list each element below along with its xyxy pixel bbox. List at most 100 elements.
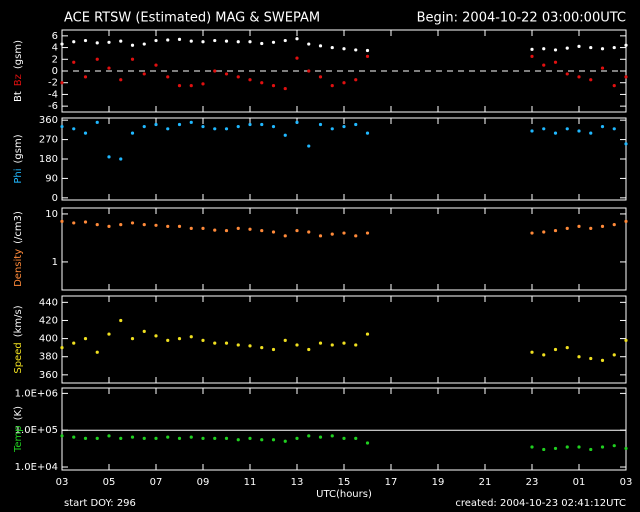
data-point: [295, 436, 299, 440]
data-point: [307, 347, 311, 352]
data-point: [72, 127, 76, 131]
panel-frame: [61, 117, 627, 201]
data-point: [318, 435, 323, 439]
data-point: [177, 84, 182, 88]
data-point: [142, 72, 146, 76]
data-point: [612, 84, 616, 88]
x-tick-label: 05: [103, 477, 116, 488]
data-point: [72, 60, 76, 64]
data-point: [142, 42, 146, 46]
y-axis-label: Density (/cm3): [13, 211, 24, 287]
data-point: [330, 127, 334, 131]
y-tick-label: 380: [39, 352, 58, 363]
x-tick-label: 11: [244, 477, 257, 488]
data-point: [612, 222, 616, 227]
created-time: created: 2004-10-23 02:41:12UTC: [455, 498, 626, 509]
data-point: [83, 336, 88, 341]
x-tick-label: 03: [620, 477, 633, 488]
data-point: [213, 127, 217, 131]
data-point: [83, 220, 88, 224]
data-point: [283, 439, 287, 443]
y-tick-label: 1.0E+06: [15, 388, 58, 399]
data-point: [283, 234, 287, 238]
data-point: [213, 341, 217, 345]
x-tick-label: 21: [479, 477, 492, 488]
data-point: [307, 434, 311, 438]
data-point: [365, 231, 370, 235]
data-point: [83, 75, 88, 79]
data-point: [142, 436, 146, 440]
data-point: [166, 75, 170, 79]
unit-label: (gsm): [13, 40, 24, 69]
data-point: [530, 129, 534, 133]
panel-frame: [61, 207, 627, 291]
data-point: [201, 82, 205, 86]
data-point: [600, 47, 605, 51]
y-tick-label: 6: [52, 31, 58, 42]
data-point: [142, 329, 146, 333]
data-point: [224, 72, 229, 76]
data-point: [542, 353, 546, 357]
data-point: [330, 434, 334, 438]
x-tick-label: 13: [291, 477, 304, 488]
data-point: [577, 445, 581, 449]
data-point: [130, 131, 135, 135]
data-point: [107, 66, 111, 70]
data-point: [189, 435, 193, 439]
x-tick-label: 07: [150, 477, 163, 488]
data-point: [119, 318, 123, 323]
data-point: [95, 222, 99, 227]
data-point: [565, 346, 569, 350]
data-point: [248, 227, 252, 231]
data-point: [283, 338, 287, 343]
data-point: [365, 54, 370, 58]
data-point: [154, 334, 158, 338]
unit-label: (K): [13, 406, 24, 420]
data-point: [271, 230, 276, 234]
data-point: [107, 224, 111, 229]
data-point: [236, 438, 240, 442]
data-point: [624, 338, 628, 343]
y-axis-label: Phi (gsm): [13, 134, 24, 183]
data-point: [318, 341, 323, 345]
data-point: [154, 436, 158, 440]
data-point: [342, 125, 346, 129]
data-point: [177, 224, 182, 229]
data-point: [224, 436, 229, 440]
x-tick-label: 19: [432, 477, 445, 488]
data-point: [295, 120, 299, 124]
data-point: [365, 48, 370, 53]
data-point: [189, 120, 193, 124]
data-point: [553, 131, 558, 135]
data-point: [565, 226, 569, 230]
data-point: [295, 56, 299, 60]
data-point: [107, 332, 111, 336]
data-point: [624, 43, 628, 47]
unit-label: (gsm): [13, 134, 24, 163]
data-point: [189, 335, 193, 339]
data-point: [201, 436, 205, 440]
data-point: [577, 355, 581, 359]
data-point: [248, 122, 252, 127]
data-point: [189, 84, 193, 88]
data-point: [166, 224, 170, 229]
data-point: [318, 122, 323, 127]
data-point: [342, 81, 346, 85]
data-point: [342, 47, 346, 51]
data-point: [542, 230, 546, 234]
x-tick-label: 01: [573, 477, 586, 488]
data-point: [166, 338, 170, 343]
data-point: [248, 78, 252, 82]
data-point: [130, 43, 135, 47]
data-point: [307, 42, 311, 46]
data-point: [330, 232, 334, 236]
data-point: [577, 224, 581, 229]
data-point: [189, 39, 193, 43]
data-point: [553, 347, 558, 352]
y-tick-label: 2: [52, 54, 58, 65]
y-tick-label: 400: [39, 334, 58, 345]
panel-frame: [61, 387, 627, 471]
data-point: [589, 131, 593, 135]
data-point: [95, 350, 99, 354]
data-point: [589, 45, 593, 50]
